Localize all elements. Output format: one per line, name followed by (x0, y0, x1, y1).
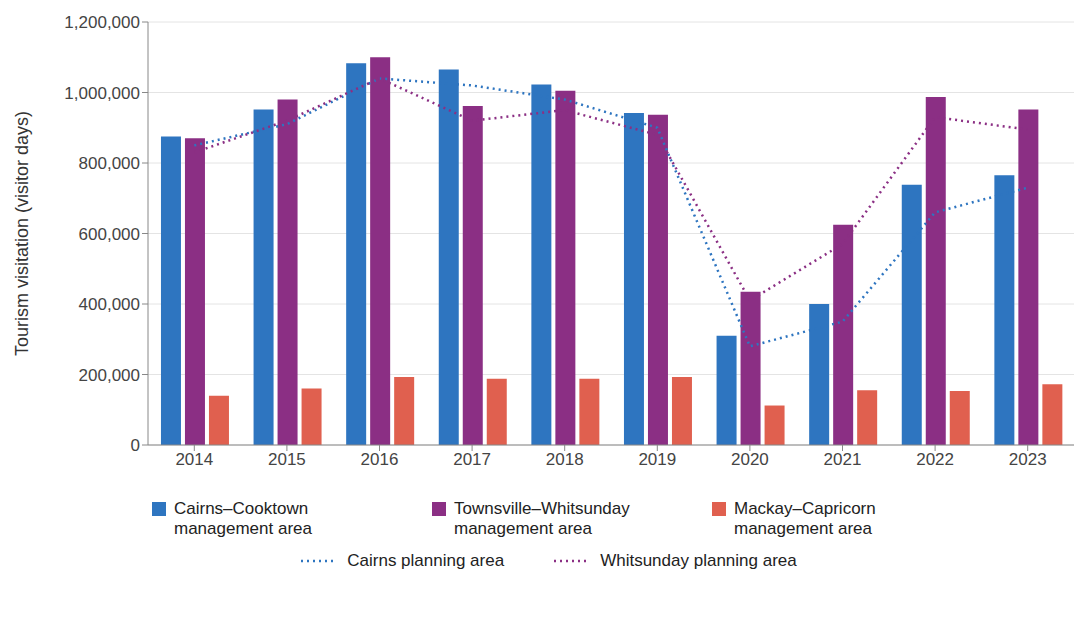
html-text:Cairns–Cooktown management are: Cairns–Cooktown management area (174, 499, 312, 538)
svg-text:2023: 2023 (1009, 450, 1047, 469)
svg-text:1,200,000: 1,200,000 (64, 13, 140, 32)
svg-text:1,000,000: 1,000,000 (64, 84, 140, 103)
svg-text:0: 0 (131, 436, 140, 455)
svg-text:2016: 2016 (361, 450, 399, 469)
svg-text:2020: 2020 (731, 450, 769, 469)
svg-text:2019: 2019 (638, 450, 676, 469)
svg-text:2017: 2017 (453, 450, 491, 469)
svg-text:Tourism visitation (visitor da: Tourism visitation (visitor days) (12, 111, 32, 356)
svg-text:400,000: 400,000 (79, 295, 140, 314)
svg-text:2022: 2022 (916, 450, 954, 469)
html-text:Cairns planning area: Cairns planning area (347, 551, 505, 570)
svg-text:200,000: 200,000 (79, 366, 140, 385)
svg-text:2014: 2014 (175, 450, 213, 469)
html-text:Mackay–Capricorn management ar: Mackay–Capricorn management area (734, 499, 876, 538)
html-text:Townsville–Whitsunday manageme: Townsville–Whitsunday management area (454, 499, 630, 538)
svg-text:2018: 2018 (546, 450, 584, 469)
svg-text:600,000: 600,000 (79, 225, 140, 244)
svg-text:800,000: 800,000 (79, 154, 140, 173)
svg-text:2015: 2015 (268, 450, 306, 469)
html-text:Whitsunday planning area: Whitsunday planning area (600, 551, 797, 570)
svg-text:2021: 2021 (824, 450, 862, 469)
